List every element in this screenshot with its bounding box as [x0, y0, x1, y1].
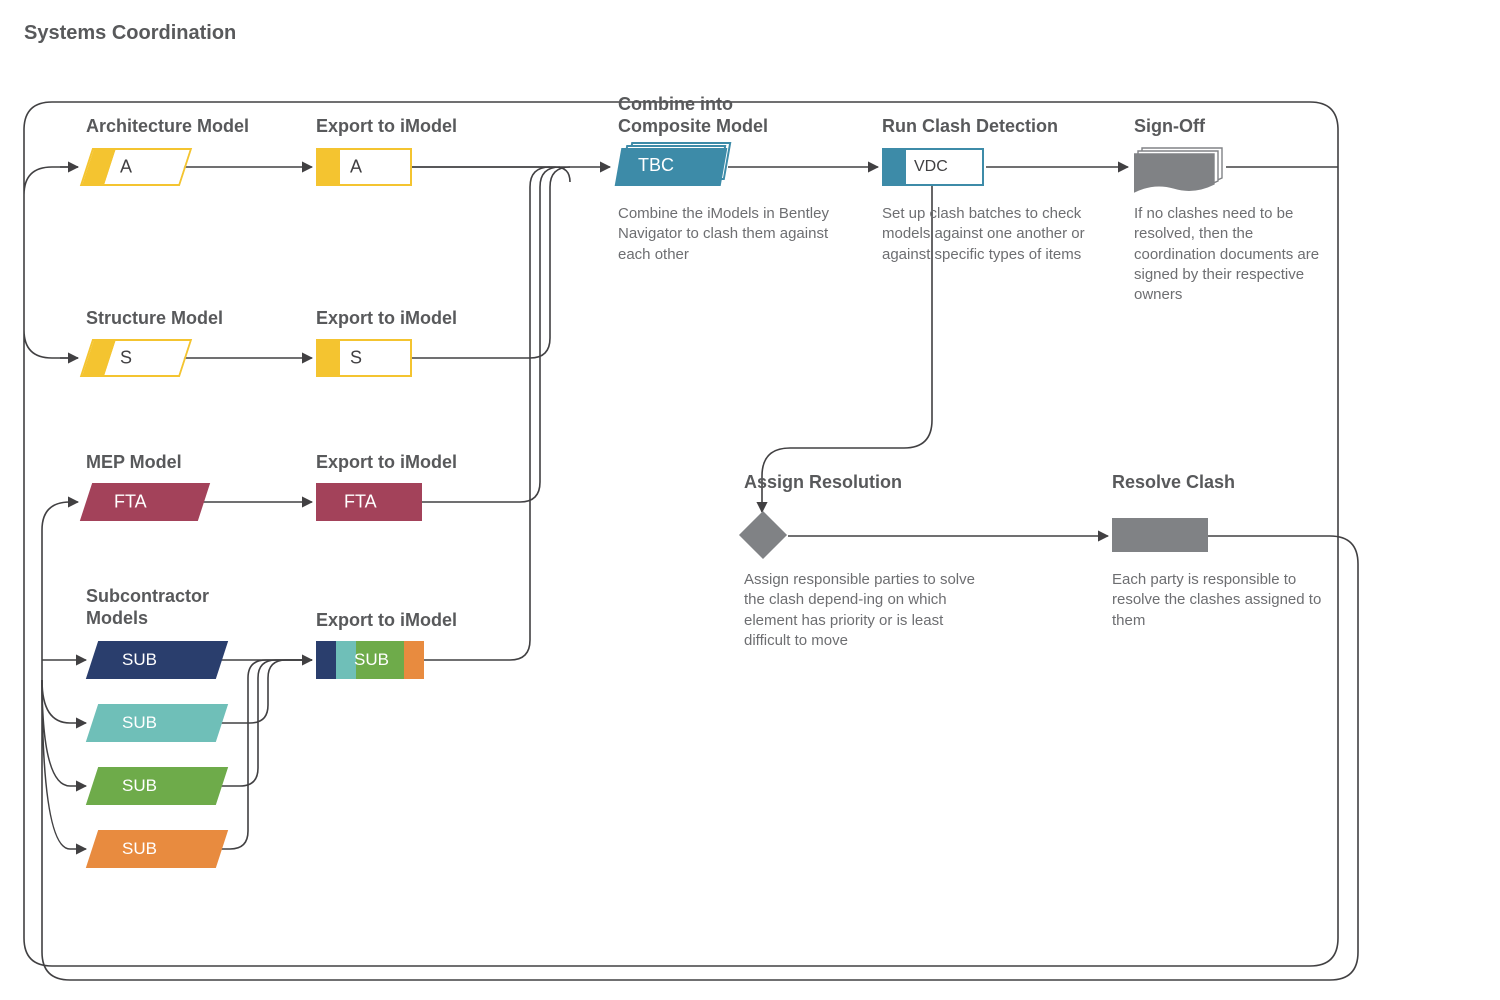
sub-label-1: SUB — [122, 650, 157, 670]
arch-shape: A — [86, 148, 186, 186]
page-title: Systems Coordination — [24, 22, 236, 45]
arch-export-shape: A — [316, 148, 412, 186]
resolve-desc: Each party is responsible to resolve the… — [1112, 570, 1342, 631]
struct-export-title: Export to iModel — [316, 308, 457, 329]
sub-label-2: SUB — [122, 713, 157, 733]
clash-shape: VDC — [882, 148, 984, 186]
mep-export-title: Export to iModel — [316, 452, 457, 473]
sub-shape-2: SUB — [92, 704, 222, 742]
sub-label-4: SUB — [122, 839, 157, 859]
combine-desc: Combine the iModels in Bentley Navigator… — [618, 204, 838, 265]
clash-title: Run Clash Detection — [882, 116, 1058, 137]
struct-label: S — [120, 348, 132, 369]
sub-export-shape: SUB — [316, 641, 424, 679]
mep-export-shape: FTA — [316, 483, 422, 521]
resolve-title: Resolve Clash — [1112, 472, 1235, 493]
sub-shape-3: SUB — [92, 767, 222, 805]
arch-export-title: Export to iModel — [316, 116, 457, 137]
signoff-desc: If no clashes need to be resolved, then … — [1134, 204, 1334, 305]
mep-shape: FTA — [86, 483, 204, 521]
struct-export-shape: S — [316, 339, 412, 377]
combine-label: TBC — [638, 155, 674, 176]
assign-desc: Assign responsible parties to solve the … — [744, 570, 984, 651]
arch-export-label: A — [350, 157, 362, 178]
subs-title: Subcontractor Models — [86, 586, 246, 629]
arch-title: Architecture Model — [86, 116, 249, 137]
signoff-title: Sign-Off — [1134, 116, 1205, 137]
connector-overlay — [0, 0, 1500, 1000]
signoff-shape — [1134, 146, 1234, 188]
assign-shape — [739, 511, 787, 559]
clash-label: VDC — [914, 158, 948, 176]
arch-label: A — [120, 157, 132, 178]
sub-label-3: SUB — [122, 776, 157, 796]
clash-desc: Set up clash batches to check models aga… — [882, 204, 1102, 265]
combine-shape: TBC — [618, 148, 736, 188]
struct-export-label: S — [350, 348, 362, 369]
struct-title: Structure Model — [86, 308, 223, 329]
mep-title: MEP Model — [86, 452, 182, 473]
mep-export-label: FTA — [344, 492, 377, 513]
sub-shape-1: SUB — [92, 641, 222, 679]
diagram-canvas: Systems Coordination — [0, 0, 1500, 1000]
assign-title: Assign Resolution — [744, 472, 902, 493]
sub-export-title: Export to iModel — [316, 610, 457, 631]
sub-export-label: SUB — [354, 650, 389, 670]
struct-shape: S — [86, 339, 186, 377]
combine-title: Combine into Composite Model — [618, 94, 818, 137]
resolve-shape — [1112, 518, 1208, 552]
mep-label: FTA — [114, 492, 147, 513]
sub-shape-4: SUB — [92, 830, 222, 868]
